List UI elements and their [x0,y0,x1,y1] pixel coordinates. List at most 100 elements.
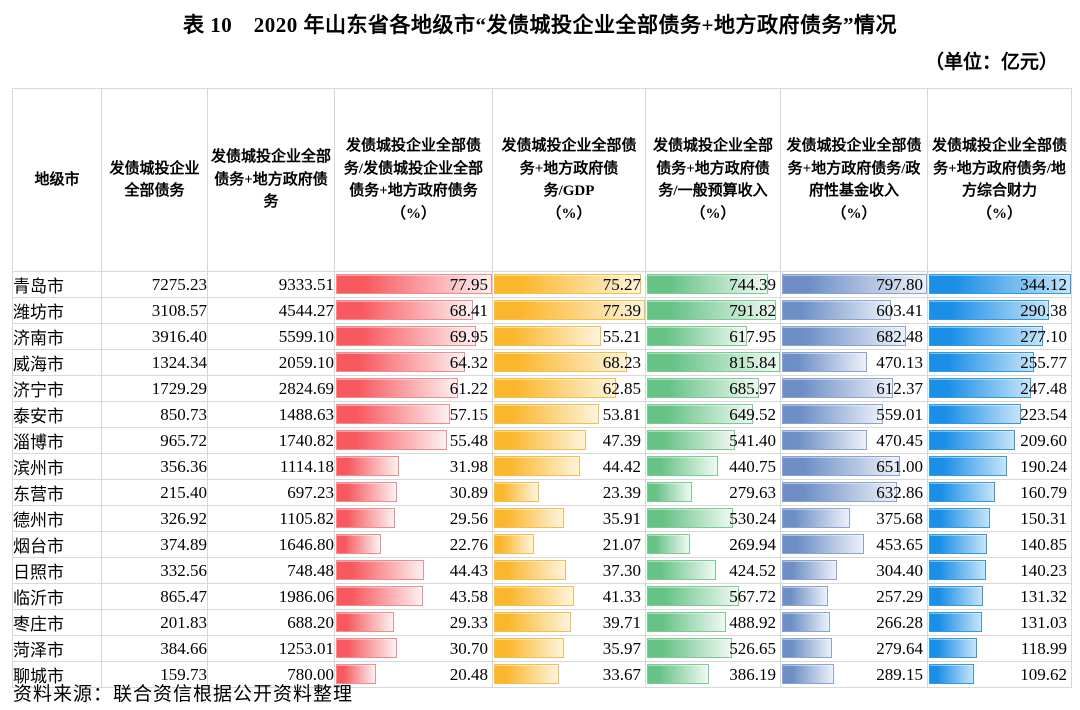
cell-value: 304.40 [876,560,923,580]
cell-value: 567.72 [729,586,776,606]
cell-city: 临沂市 [12,583,102,610]
data-bar [647,664,710,684]
cell-bar-value: 21.07 [492,531,646,558]
cell-bar-value: 290.38 [927,297,1072,324]
table-row: 济宁市 1729.29 2824.69 61.22 62.85 685.97 612.37 2… [12,375,1072,402]
cell-bar-value: 612.37 [780,375,928,402]
data-bar [494,482,539,502]
cell-value: 43.58 [449,586,488,606]
cell-bar-value: 43.58 [334,583,493,610]
cell-city: 枣庄市 [12,609,102,636]
table-row: 日照市 332.56 748.48 44.43 37.30 424.52 304.40 140… [12,557,1072,584]
column-header-unit: （%） [690,205,736,222]
cell-bar-value: 440.75 [645,453,781,480]
cell-value: 131.32 [1020,586,1067,606]
cell-bar-value: 815.84 [645,349,781,376]
cell-bar-value: 209.60 [927,427,1072,454]
cell-bar-value: 453.65 [780,531,928,558]
cell-value: 37.30 [602,560,641,580]
data-bar [647,456,719,476]
cell-value: 77.39 [602,300,641,320]
cell-value: 39.71 [602,612,641,632]
table-row: 泰安市 850.73 1488.63 57.15 53.81 649.52 559.01 22… [12,401,1072,428]
cell-value: 247.48 [1020,378,1067,398]
cell-value: 29.33 [449,612,488,632]
data-bar [929,456,1008,476]
data-bar [336,482,398,502]
cell-bar-value: 744.39 [645,271,781,298]
cell-bar-value: 35.97 [492,635,646,662]
column-header-7: 发债城投企业全部债务+地方政府债务/地方综合财力 （%） [927,88,1072,272]
cell-value: 1105.82 [207,505,335,532]
cell-bar-value: 279.63 [645,479,781,506]
data-bar [929,378,1031,398]
cell-bar-value: 424.52 [645,557,781,584]
data-bar [494,300,645,320]
cell-bar-value: 44.43 [334,557,493,584]
cell-bar-value: 375.68 [780,505,928,532]
table-row: 菏泽市 384.66 1253.01 30.70 35.97 526.65 279.64 11… [12,635,1072,662]
cell-bar-value: 277.10 [927,323,1072,350]
cell-value: 44.43 [449,560,488,580]
column-header-unit: （%） [546,205,592,222]
cell-bar-value: 68.23 [492,349,646,376]
data-bar [336,560,425,580]
cell-value: 559.01 [876,404,923,424]
cell-value: 61.22 [449,378,488,398]
cell-value: 815.84 [729,352,776,372]
cell-value: 541.40 [729,430,776,450]
cell-value: 22.76 [449,534,488,554]
data-bar [494,430,587,450]
cell-value: 190.24 [1020,456,1067,476]
cell-bar-value: 140.23 [927,557,1072,584]
cell-value: 266.28 [876,612,923,632]
cell-value: 1729.29 [101,375,208,402]
cell-value: 797.80 [876,274,923,294]
cell-value: 30.89 [449,482,488,502]
data-bar [782,274,927,294]
cell-bar-value: 131.03 [927,609,1072,636]
cell-bar-value: 559.01 [780,401,928,428]
cell-bar-value: 55.21 [492,323,646,350]
page-title: 表 10 2020 年山东省各地级市“发债城投企业全部债务+地方政府债务”情况 [183,13,897,37]
data-bar [494,456,581,476]
cell-bar-value: 247.48 [927,375,1072,402]
cell-bar-value: 31.98 [334,453,493,480]
cell-bar-value: 526.65 [645,635,781,662]
column-header-1: 发债城投企业全部债务 [101,88,208,272]
cell-bar-value: 797.80 [780,271,928,298]
cell-city: 潍坊市 [12,297,102,324]
cell-value: 223.54 [1020,404,1067,424]
table-row: 潍坊市 3108.57 4544.27 68.41 77.39 791.82 603.41 2… [12,297,1072,324]
data-bar [929,664,974,684]
cell-value: 215.40 [101,479,208,506]
cell-bar-value: 30.89 [334,479,493,506]
cell-value: 55.21 [602,326,641,346]
table-row: 烟台市 374.89 1646.80 22.76 21.07 269.94 453.65 14… [12,531,1072,558]
cell-value: 1253.01 [207,635,335,662]
data-bar [494,508,564,528]
data-bar [647,326,748,346]
cell-value: 150.31 [1020,508,1067,528]
cell-bar-value: 470.13 [780,349,928,376]
cell-city: 泰安市 [12,401,102,428]
cell-value: 682.48 [876,326,923,346]
cell-bar-value: 64.32 [334,349,493,376]
column-header-unit: （%） [831,205,877,222]
cell-value: 64.32 [449,352,488,372]
table-row: 枣庄市 201.83 688.20 29.33 39.71 488.92 266.28 131… [12,609,1072,636]
data-bar [929,404,1021,424]
data-bar [929,326,1044,346]
table-row: 滨州市 356.36 1114.18 31.98 44.42 440.75 651.00 19… [12,453,1072,480]
cell-bar-value: 649.52 [645,401,781,428]
data-bar [782,638,833,658]
cell-value: 41.33 [602,586,641,606]
data-bar [647,300,777,320]
table-header: 地级市 发债城投企业全部债务 发债城投企业全部债务+地方政府债务 发债城投企业全部债务… [12,88,1072,272]
data-bar [929,274,1071,294]
cell-value: 3916.40 [101,323,208,350]
cell-value: 140.85 [1020,534,1067,554]
cell-value: 617.95 [729,326,776,346]
table-row: 东营市 215.40 697.23 30.89 23.39 279.63 632.86 160… [12,479,1072,506]
cell-value: 131.03 [1020,612,1067,632]
